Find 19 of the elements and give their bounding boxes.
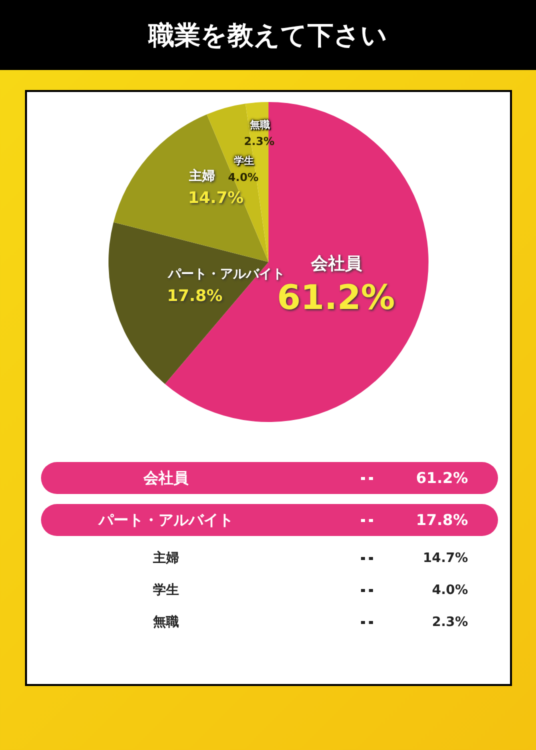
text: 2.3% — [432, 614, 468, 630]
data-label: 17.8% — [167, 286, 223, 305]
text: 4.0% — [432, 582, 468, 598]
slice-label: パート・アルバイト — [167, 267, 285, 282]
chart-title: 職業を教えて下さい — [0, 0, 536, 70]
text: 61.2% — [416, 469, 468, 487]
category-label: 主婦 — [153, 551, 179, 566]
slice-label: 会社員 — [310, 254, 363, 274]
data-label: 14.7% — [188, 188, 244, 207]
slice-label: 学生 — [234, 155, 254, 167]
slice-label: 会社員 — [142, 468, 190, 488]
slice-label: 主婦 — [188, 168, 215, 184]
text: 17.8% — [416, 511, 468, 529]
text: 14.7% — [422, 550, 468, 566]
category-label: パート・アルバイト — [98, 510, 234, 528]
pie-slice — [164, 102, 428, 422]
category-label: 学生 — [153, 583, 179, 598]
data-label: 4.0% — [228, 171, 259, 184]
category-label: 無職 — [153, 615, 179, 630]
